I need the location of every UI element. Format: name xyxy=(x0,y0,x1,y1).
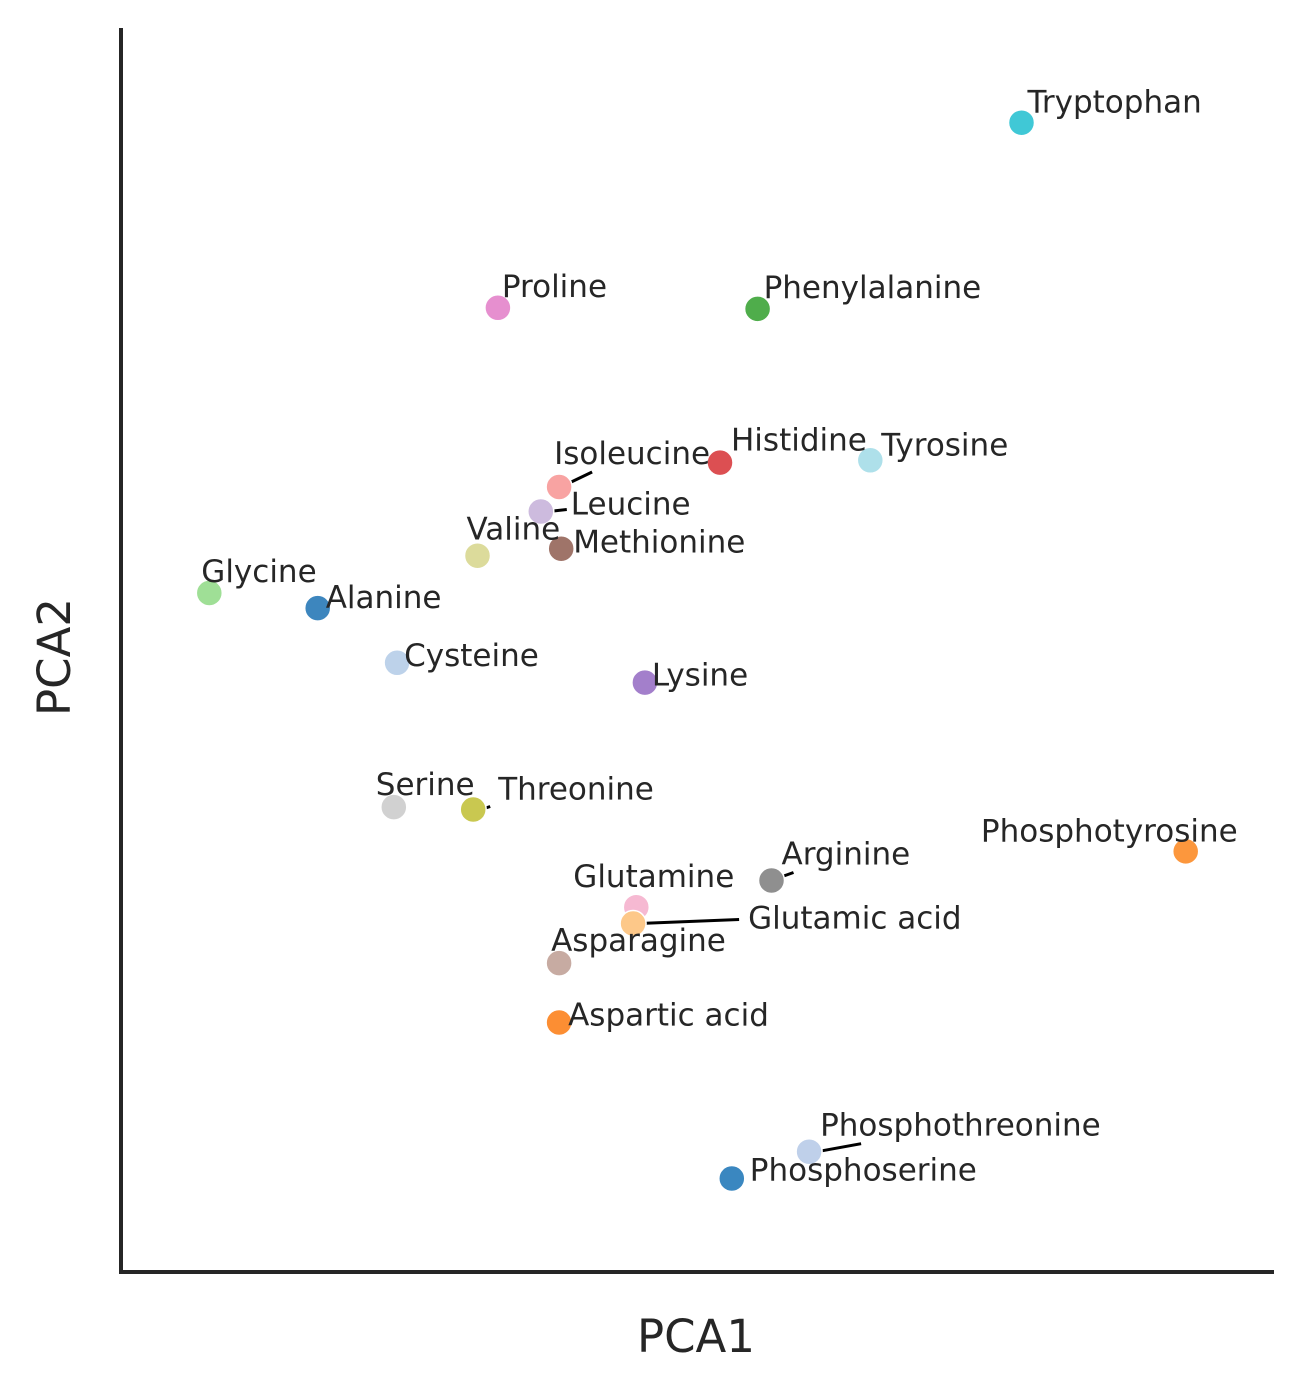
label-tryptophan: Tryptophan xyxy=(1027,85,1202,121)
label-alanine: Alanine xyxy=(326,580,442,616)
y-axis-label: PCA2 xyxy=(28,598,81,716)
label-aspartic-acid: Aspartic acid xyxy=(568,998,769,1034)
point-histidine xyxy=(706,448,734,477)
label-phosphothreonine: Phosphothreonine xyxy=(820,1108,1101,1144)
point-tyrosine xyxy=(856,446,885,475)
point-aspartic-acid xyxy=(545,1008,573,1037)
label-phosphoserine: Phosphoserine xyxy=(750,1153,977,1189)
point-labels: Tryptophan Proline Phenylalanine Histidine T… xyxy=(201,85,1237,1189)
point-leucine xyxy=(527,497,555,526)
point-arginine xyxy=(757,866,786,895)
label-isoleucine: Isoleucine xyxy=(554,436,710,472)
label-methionine: Methionine xyxy=(573,525,745,561)
point-asparagine xyxy=(545,949,573,977)
label-cysteine: Cysteine xyxy=(404,638,539,674)
label-phenylalanine: Phenylalanine xyxy=(764,270,982,306)
label-glutamic-acid: Glutamic acid xyxy=(748,901,961,937)
label-tyrosine: Tyrosine xyxy=(880,427,1008,463)
label-lysine: Lysine xyxy=(652,658,748,694)
label-valine: Valine xyxy=(467,512,561,548)
label-serine: Serine xyxy=(376,767,475,803)
point-phenylalanine xyxy=(743,295,772,323)
point-valine xyxy=(463,541,492,570)
label-arginine: Arginine xyxy=(782,837,911,873)
point-phosphothreonine xyxy=(795,1137,823,1166)
point-phosphoserine xyxy=(718,1164,746,1193)
point-lysine xyxy=(631,668,659,697)
point-phosphotyrosine xyxy=(1171,837,1200,866)
leader-line-glutamic-acid xyxy=(639,918,740,925)
label-proline: Proline xyxy=(502,269,607,305)
point-glycine xyxy=(195,579,224,607)
label-leucine: Leucine xyxy=(571,487,691,523)
label-asparagine: Asparagine xyxy=(551,923,726,959)
label-threonine: Threonine xyxy=(497,772,654,808)
point-threonine xyxy=(459,795,487,824)
label-glycine: Glycine xyxy=(201,554,316,590)
label-phosphotyrosine: Phosphotyrosine xyxy=(981,813,1238,849)
data-points xyxy=(195,108,1200,1193)
label-glutamine: Glutamine xyxy=(573,859,734,895)
point-tryptophan xyxy=(1007,108,1036,137)
point-cysteine xyxy=(383,649,411,677)
point-methionine xyxy=(547,534,575,563)
label-histidine: Histidine xyxy=(731,423,867,459)
point-isoleucine xyxy=(545,473,573,501)
point-glutamic-acid xyxy=(619,909,647,938)
x-axis-label: PCA1 xyxy=(637,1310,755,1363)
leader-line-phosphothreonine xyxy=(816,1142,862,1154)
point-serine xyxy=(380,793,408,821)
point-alanine xyxy=(303,594,332,622)
point-proline xyxy=(484,294,512,322)
